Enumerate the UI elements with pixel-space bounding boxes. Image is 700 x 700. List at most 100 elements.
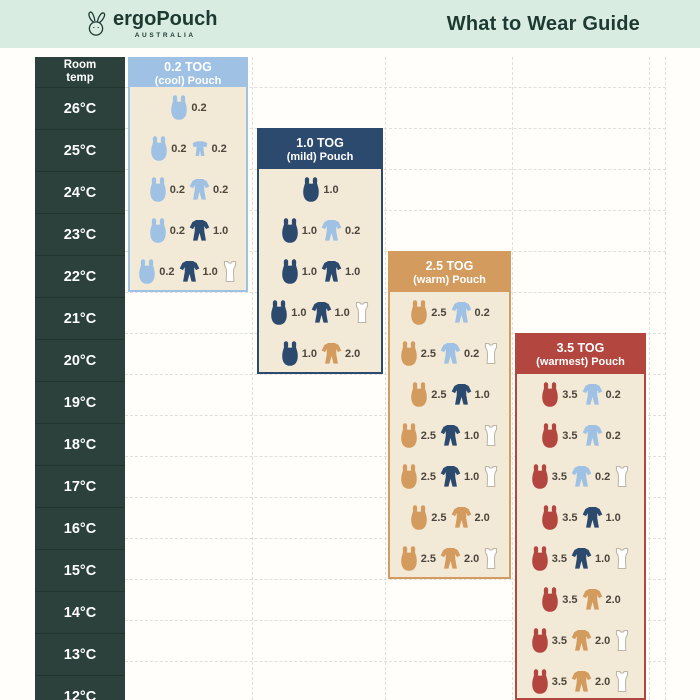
sleepsuit-icon [440,548,461,569]
wear-item: 1.0 [301,176,339,203]
grid-line-h [125,579,666,580]
temp-label: 16°C [35,507,125,549]
tog-column-3.5-tog: 3.5 TOG (warmest) Pouch 3.5 0.2 3.5 0.2 3.5 0.2… [515,333,646,700]
tog-value: 0.2 [605,388,621,401]
sleepsuit-icon [571,548,592,569]
wear-item [482,465,500,488]
pouch-icon [411,505,427,530]
temp-column-header: Room temp [63,58,97,84]
tog-value: 2.0 [464,552,480,565]
tog-column-header: 1.0 TOG (mild) Pouch [259,130,381,169]
wear-item: 3.5 [540,504,578,531]
wear-item: 2.0 [570,670,610,693]
wear-row-23c: 1.0 0.2 [259,210,381,251]
tog-value: 2.5 [431,511,447,524]
sleepsuit-icon [582,425,602,446]
tog-value: 0.2 [464,347,480,360]
temp-label: 18°C [35,423,125,465]
grid-line-h [125,661,666,662]
wear-item: 1.0 [439,424,479,447]
wear-item: 2.0 [439,547,479,570]
wear-item: 2.5 [399,422,436,449]
tog-subtitle: (cool) Pouch [154,74,222,87]
tog-title: 0.2 TOG [164,59,212,74]
tog-value: 0.2 [169,224,185,237]
tog-value: 2.0 [345,347,361,360]
sleepsuit-icon [321,343,342,364]
wear-item: 0.2 [137,258,175,285]
wear-item: 2.5 [399,463,436,490]
wear-row-16c: 3.5 1.0 [517,497,644,538]
wear-item: 1.0 [280,258,317,285]
wear-item: 0.2 [148,217,185,244]
wear-row-12c: 3.5 2.0 [517,661,644,698]
wear-row-26c: 0.2 [130,87,246,128]
temp-label: 24°C [35,171,125,213]
wear-item: 1.0 [280,340,317,367]
sleepsuit-icon [179,261,199,282]
tog-value: 1.0 [301,224,317,237]
wear-item: 1.0 [269,299,307,326]
grid-line-h [125,620,666,621]
sleepsuit-icon [571,466,592,487]
temp-label: 21°C [35,297,125,339]
wear-item: 3.5 [530,545,567,572]
temp-column: Room temp 26°C 25°C 24°C 23°C 22°C 21°C 20°C 19… [35,57,125,700]
wear-item: 1.0 [280,217,317,244]
pouch-icon [400,341,417,366]
sleepsuit-icon [451,384,471,405]
tog-value: 2.5 [420,552,436,565]
wear-item: 3.5 [540,381,578,408]
tog-value: 3.5 [562,511,578,524]
temp-label: 20°C [35,339,125,381]
wear-item: 0.2 [450,301,490,324]
pouch-icon [531,546,548,571]
grid-line-v [665,57,666,700]
wear-item: 0.2 [320,219,360,242]
wear-item: 1.0 [310,301,350,324]
temp-label: 17°C [35,465,125,507]
pouch-icon [542,587,558,612]
temp-label: 13°C [35,633,125,675]
wear-item: 1.0 [570,547,610,570]
wear-item: 0.2 [190,140,227,158]
pouch-icon [281,259,298,284]
singlet-icon [485,342,498,365]
tog-value: 2.5 [420,347,436,360]
pouch-icon [542,382,558,407]
tog-value: 3.5 [551,634,567,647]
tog-value: 3.5 [551,552,567,565]
sleepsuit-icon [321,220,342,241]
tog-value: 1.0 [595,552,611,565]
tog-column-header: 0.2 TOG (cool) Pouch [130,59,246,87]
wear-item: 0.2 [439,342,479,365]
tog-value: 0.2 [213,183,229,196]
tog-column-1.0-tog: 1.0 TOG (mild) Pouch 1.0 1.0 0.2 1.0 1.0 1.0 1.0… [257,128,383,374]
tog-value: 0.2 [171,142,187,155]
wear-row-20c: 1.0 2.0 [259,333,381,372]
tog-column-header: 2.5 TOG (warm) Pouch [390,253,509,292]
wear-item: 0.2 [149,135,187,162]
grid-line-v [252,57,253,700]
pouch-icon [149,218,166,243]
tog-value: 2.5 [420,470,436,483]
pouch-icon [400,423,417,448]
wear-item: 2.5 [409,381,447,408]
wear-row-21c: 2.5 0.2 [390,292,509,333]
wear-item: 3.5 [530,463,567,490]
tog-value: 1.0 [464,470,480,483]
wear-item: 2.5 [399,340,436,367]
singlet-icon [616,465,629,488]
grid-line-h [125,87,666,88]
wear-row-15c: 3.5 1.0 [517,538,644,579]
wear-item: 0.2 [581,383,621,406]
tog-value: 2.5 [431,306,447,319]
tog-value: 2.0 [605,593,621,606]
temp-label: 15°C [35,549,125,591]
temp-label: 26°C [35,87,125,129]
pouch-icon [271,300,287,325]
singlet-icon [223,260,236,283]
wear-row-24c: 1.0 [259,169,381,210]
tog-value: 1.0 [213,224,229,237]
